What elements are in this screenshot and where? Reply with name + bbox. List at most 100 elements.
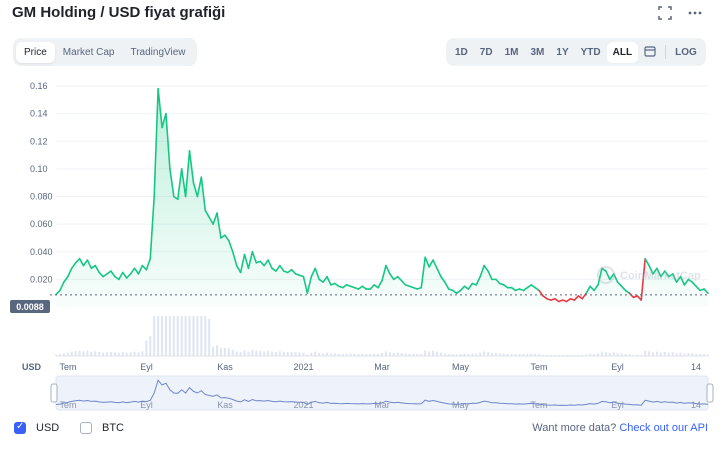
- price-line-segment-up: [381, 264, 387, 282]
- volume-bar: [149, 335, 152, 356]
- range-all[interactable]: ALL: [606, 41, 639, 63]
- price-line-segment-up: [679, 275, 686, 286]
- price-line-segment-up: [180, 168, 187, 198]
- price-line-segment-up: [471, 282, 478, 286]
- price-line-segment-up: [314, 267, 320, 281]
- price-line-segment-up: [522, 286, 529, 292]
- volume-bar: [365, 353, 368, 356]
- price-line-segment-up: [322, 275, 328, 283]
- x-tick-label: Kas: [217, 362, 233, 372]
- range-7d[interactable]: 7D: [479, 46, 493, 58]
- price-line-segment-up: [188, 150, 195, 184]
- range-1d[interactable]: 1D: [455, 46, 468, 58]
- volume-bar: [530, 353, 533, 356]
- price-line-segment-up: [70, 261, 77, 270]
- volume-bar: [164, 316, 167, 356]
- price-line-segment-up: [279, 264, 285, 272]
- navigator-right-handle[interactable]: [706, 383, 714, 403]
- navigator-tick-label: Kas: [217, 400, 233, 410]
- page-title: GM Holding / USD fiyat grafiği: [12, 4, 226, 21]
- tab-market-cap[interactable]: Market Cap: [62, 46, 115, 58]
- volume-bar: [161, 316, 164, 356]
- volume-bar: [534, 353, 537, 356]
- y-tick-label: 0.060: [30, 219, 53, 229]
- range-3m[interactable]: 3M: [530, 46, 545, 58]
- volume-bar: [538, 354, 541, 356]
- volume-bar: [129, 352, 132, 356]
- price-line-segment-up: [326, 275, 332, 286]
- price-line-segment-up: [330, 282, 336, 286]
- calendar-icon[interactable]: [638, 40, 662, 65]
- navigator[interactable]: [55, 375, 709, 411]
- tab-price[interactable]: Price: [16, 41, 55, 63]
- volume-bar: [243, 350, 246, 356]
- fullscreen-icon[interactable]: [654, 6, 676, 24]
- volume-bar: [274, 351, 277, 356]
- x-tick-label: 14: [691, 362, 701, 372]
- price-line-segment-up: [121, 271, 128, 279]
- volume-bar: [475, 353, 478, 356]
- volume-bar: [290, 351, 293, 356]
- price-line-segment-up: [447, 288, 454, 292]
- svg-text:CoinMarketCap: CoinMarketCap: [620, 270, 701, 282]
- price-line-segment-up: [420, 256, 427, 289]
- volume-bar: [208, 318, 211, 356]
- volume-bar: [94, 351, 97, 356]
- range-1m[interactable]: 1M: [504, 46, 519, 58]
- volume-bar: [369, 353, 372, 356]
- volume-bar: [98, 352, 101, 356]
- price-line-segment-up: [514, 288, 521, 292]
- price-line-segment-up: [157, 87, 163, 129]
- volume-bar: [667, 352, 670, 356]
- range-1y[interactable]: 1Y: [556, 46, 569, 58]
- volume-bar: [648, 351, 651, 356]
- price-line-segment-up: [502, 284, 509, 289]
- btc-checkbox[interactable]: [80, 422, 92, 434]
- volume-bar: [565, 355, 568, 356]
- volume-bar: [329, 353, 332, 356]
- price-line-segment-up: [251, 250, 258, 264]
- price-line-segment-up: [691, 281, 698, 288]
- volume-bar: [459, 354, 462, 356]
- volume-bar: [255, 351, 258, 356]
- price-line-segment-up: [424, 256, 430, 268]
- price-line-segment-up: [294, 273, 301, 277]
- volume-bar: [326, 352, 329, 356]
- footer: USD BTC Want more data? Check out our AP…: [14, 420, 708, 438]
- price-line-segment-up: [149, 195, 155, 260]
- y-tick-label: 0.020: [30, 274, 53, 284]
- price-line-segment-up: [593, 284, 599, 292]
- volume-bar: [451, 354, 454, 356]
- price-line-segment-up: [616, 281, 623, 288]
- y-tick-label: 0.16: [30, 81, 48, 91]
- price-line-segment-up: [118, 271, 124, 281]
- volume-bar: [117, 352, 120, 356]
- volume-bar: [561, 355, 564, 356]
- volume-bar: [679, 352, 682, 356]
- price-line-segment-down: [565, 297, 572, 303]
- volume-bar: [70, 351, 73, 356]
- api-link[interactable]: Check out our API: [619, 422, 708, 434]
- price-line-segment-up: [161, 112, 167, 129]
- price-line-segment-up: [173, 195, 179, 201]
- price-line-segment-up: [247, 250, 254, 270]
- price-line-segment-up: [392, 275, 399, 281]
- usd-checkbox[interactable]: [14, 421, 26, 434]
- price-line-segment-down: [554, 297, 560, 303]
- tab-tradingview[interactable]: TradingView: [130, 46, 186, 58]
- volume-bar: [298, 352, 301, 356]
- price-line-segment-up: [699, 288, 705, 292]
- navigator-left-handle[interactable]: [50, 383, 58, 403]
- more-icon[interactable]: [684, 6, 706, 24]
- volume-bar: [55, 354, 57, 356]
- price-line-segment-up: [620, 285, 627, 292]
- price-line-segment-up: [196, 176, 203, 198]
- volume-bar: [176, 316, 179, 356]
- range-ytd[interactable]: YTD: [580, 46, 601, 58]
- price-line-segment-up: [530, 284, 536, 289]
- log-scale-toggle[interactable]: LOG: [675, 46, 697, 58]
- navigator-tick-label: Eyl: [611, 400, 624, 410]
- volume-bar: [502, 353, 505, 356]
- volume-bar: [699, 354, 702, 356]
- price-line-segment-up: [377, 279, 383, 289]
